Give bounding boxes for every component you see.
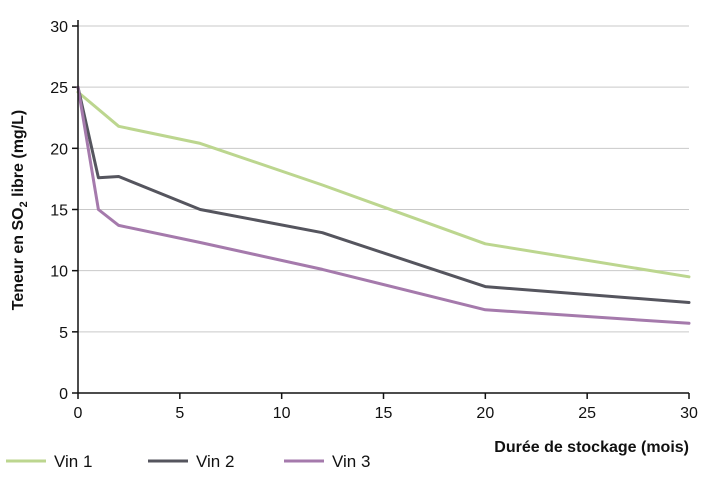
y-axis-title-subscript: 2: [18, 201, 30, 207]
y-tick-label: 20: [50, 141, 68, 158]
legend: Vin 1 Vin 2 Vin 3: [6, 452, 370, 471]
y-axis-title-part: Teneur en SO: [10, 207, 27, 310]
y-axis-title: Teneur en SO2 libre (mg/L): [10, 110, 30, 311]
gridlines: [78, 25, 689, 333]
x-axis-ticks: 0 5 10 15 20 25 30: [74, 393, 698, 422]
x-tick-label: 15: [375, 405, 393, 422]
x-tick-label: 5: [175, 405, 184, 422]
y-tick-label: 0: [59, 386, 68, 403]
x-tick-label: 25: [578, 405, 596, 422]
y-tick-label: 25: [50, 80, 68, 97]
legend-label: Vin 2: [196, 452, 234, 471]
y-tick-label: 30: [50, 19, 68, 36]
y-axis-ticks: 0 5 10 15 20 25 30: [50, 19, 78, 403]
legend-label: Vin 1: [54, 452, 92, 471]
x-tick-label: 30: [680, 405, 698, 422]
y-axis-title-part: libre (mg/L): [10, 110, 27, 202]
series-line-vin-3: [76, 85, 691, 325]
x-tick-label: 20: [476, 405, 494, 422]
x-axis-title: Durée de stockage (mois): [494, 439, 689, 456]
y-tick-label: 5: [59, 325, 68, 342]
series-lines: [76, 85, 691, 325]
y-tick-label: 10: [50, 264, 68, 281]
series-line-vin-1: [76, 90, 691, 279]
legend-label: Vin 3: [332, 452, 370, 471]
x-tick-label: 0: [74, 405, 83, 422]
series-line-vin-2: [76, 85, 691, 304]
y-tick-label: 15: [50, 203, 68, 220]
x-tick-label: 10: [273, 405, 291, 422]
